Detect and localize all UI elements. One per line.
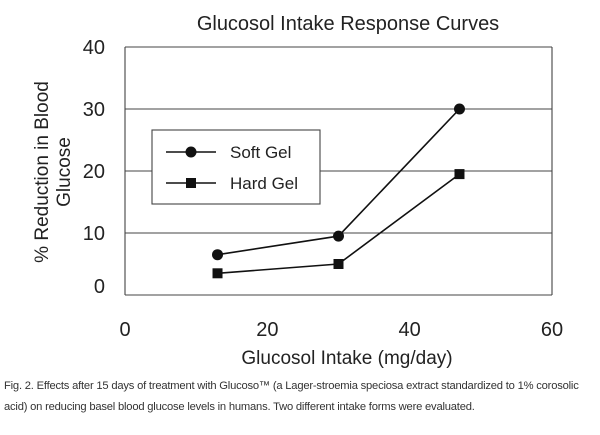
axes	[124, 47, 553, 296]
x-tick-label-20: 20	[256, 319, 278, 341]
data-point	[454, 169, 465, 180]
legend: Soft Gel Hard Gel	[151, 129, 321, 205]
series-hard-gel	[212, 169, 465, 279]
legend-marker	[186, 178, 196, 188]
y-axis-label-line: Glucose	[54, 137, 75, 207]
y-axis-label: % Reduction in BloodGlucose	[32, 81, 75, 263]
data-point	[212, 268, 223, 279]
x-tick-label-60: 60	[541, 319, 563, 341]
data-point	[212, 249, 224, 261]
chart-title: Glucosol Intake Response Curves	[197, 13, 499, 35]
y-tick-label-30: 30	[83, 99, 105, 121]
y-tick-label-0: 0	[94, 276, 105, 298]
legend-label: Soft Gel	[230, 143, 291, 162]
x-tick-label-40: 40	[399, 319, 421, 341]
y-axis-label-line: % Reduction in Blood	[32, 81, 53, 263]
legend-box	[151, 129, 321, 205]
legend-label: Hard Gel	[230, 174, 298, 193]
series-group	[212, 103, 465, 279]
x-axis-label: Glucosol Intake (mg/day)	[241, 348, 452, 369]
data-point	[453, 103, 465, 115]
y-tick-labels: 0 10 20 30 40	[83, 37, 105, 298]
y-tick-label-40: 40	[83, 37, 105, 59]
x-tick-labels: 0 20 40 60	[119, 319, 563, 341]
legend-marker	[185, 146, 197, 158]
y-tick-label-10: 10	[83, 223, 105, 245]
figure-caption: Fig. 2. Effects after 15 days of treatme…	[4, 380, 579, 413]
x-tick-label-0: 0	[119, 319, 130, 341]
data-point	[333, 230, 344, 242]
y-tick-label-20: 20	[83, 161, 105, 183]
data-point	[333, 259, 344, 269]
series-soft-gel	[212, 103, 465, 261]
